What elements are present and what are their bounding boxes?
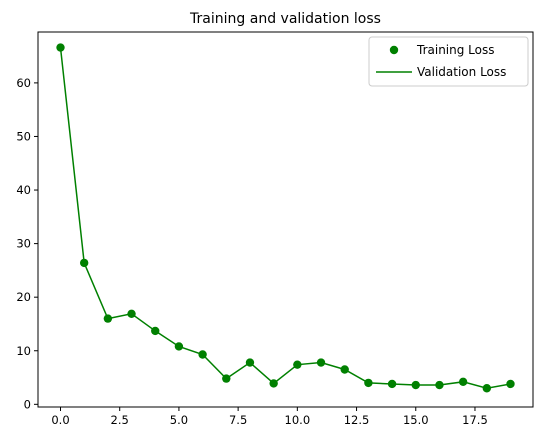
data-point-0-17 [458, 377, 468, 387]
x-tick-label: 7.5 [229, 413, 247, 427]
y-tick-label: 30 [16, 237, 31, 251]
plot-frame [37, 31, 534, 408]
legend-marker-icon [389, 45, 399, 55]
legend-box [368, 36, 529, 87]
legend-label: Training Loss [416, 43, 494, 57]
y-tick-label: 50 [16, 129, 31, 143]
y-tick-label: 40 [16, 183, 31, 197]
data-point-0-6 [198, 350, 207, 359]
y-tick-label: 0 [24, 397, 31, 411]
x-tick-label: 5.0 [170, 413, 188, 427]
x-tick-label: 2.5 [111, 413, 129, 427]
data-point-0-1 [79, 258, 89, 268]
data-point-0-3 [127, 309, 136, 318]
data-point-0-12 [340, 365, 349, 374]
data-point-0-14 [387, 379, 397, 389]
x-axis: 0.0 2.5 5.0 7.5 10.0 12.5 15.0 17.5 [51, 407, 488, 427]
data-point-0-8 [245, 358, 255, 367]
data-point-0-19 [506, 379, 515, 389]
x-tick-label: 12.5 [344, 413, 370, 427]
y-axis: 0 10 20 30 40 50 60 [16, 76, 38, 411]
plot-marks [56, 43, 515, 393]
x-tick-label: 10.0 [285, 413, 311, 427]
data-point-0-9 [269, 379, 278, 388]
data-point-0-7 [222, 374, 231, 383]
data-point-0-15 [411, 380, 420, 390]
y-tick-label: 20 [16, 290, 31, 304]
data-point-0-13 [364, 378, 373, 388]
data-point-0-0 [56, 43, 65, 52]
x-tick-label: 15.0 [403, 413, 429, 427]
chart-title: Training and validation loss [189, 11, 381, 27]
x-tick-label: 17.5 [462, 413, 488, 427]
data-point-0-10 [293, 360, 302, 369]
data-point-0-2 [103, 314, 113, 323]
data-point-0-4 [151, 326, 160, 336]
legend: Training Loss Validation Loss [368, 36, 529, 87]
y-tick-label: 10 [16, 344, 31, 358]
data-point-0-18 [482, 384, 492, 393]
data-point-0-5 [174, 342, 184, 351]
y-tick-label: 60 [16, 76, 31, 90]
data-point-0-11 [316, 358, 326, 367]
x-tick-label: 0.0 [51, 413, 69, 427]
legend-label: Validation Loss [417, 65, 506, 79]
data-point-0-16 [435, 380, 444, 390]
